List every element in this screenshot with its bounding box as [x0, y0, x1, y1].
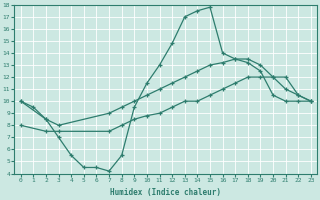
X-axis label: Humidex (Indice chaleur): Humidex (Indice chaleur) — [110, 188, 221, 197]
